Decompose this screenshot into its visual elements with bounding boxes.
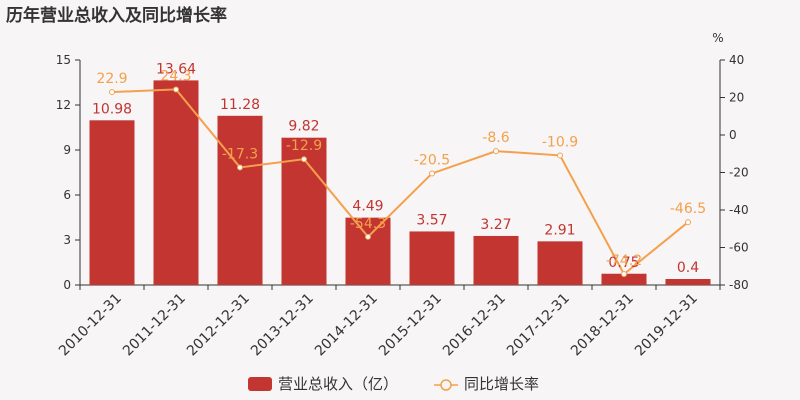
y-right-tick-label: 20 [729, 91, 744, 105]
x-tick-label: 2015-12-31 [376, 291, 445, 360]
y-left-tick-label: 0 [63, 278, 71, 292]
legend-line-marker[interactable] [440, 379, 452, 391]
line-series [109, 86, 691, 278]
x-tick-label: 2016-12-31 [440, 291, 509, 360]
x-tick-label: 2010-12-31 [56, 291, 125, 360]
bar-value-label: 10.98 [92, 101, 132, 117]
line-point [109, 89, 115, 96]
line-point [429, 170, 435, 177]
bar [345, 217, 391, 285]
line-value-label: -54.3 [350, 216, 386, 232]
legend-bar-label[interactable]: 营业总收入（亿） [278, 375, 398, 393]
line-point [237, 164, 243, 171]
data-labels: 10.98 13.64 11.28 9.82 4.49 3.57 3.27 2.91 0.75 0… [92, 61, 706, 276]
y-left-tick-label: 12 [56, 98, 71, 112]
y-right-unit: % [712, 31, 723, 45]
x-tick-label: 2012-12-31 [184, 291, 253, 360]
x-tick-label: 2014-12-31 [312, 291, 381, 360]
bar-value-label: 0.75 [608, 255, 639, 271]
bar-value-label: 0.4 [677, 260, 699, 276]
bar [473, 235, 519, 285]
line-point [557, 152, 563, 159]
bar [89, 120, 135, 285]
y-left-tick-label: 3 [63, 233, 71, 247]
line-point [621, 271, 627, 278]
line-value-label: 24.3 [160, 68, 191, 84]
x-tick-label: 2013-12-31 [248, 291, 317, 360]
line-point [173, 86, 179, 93]
line-point [685, 219, 691, 226]
y-right-tick-label: -60 [729, 241, 749, 255]
bar [601, 273, 647, 285]
bar [665, 279, 711, 285]
bar-series [89, 80, 711, 286]
line-value-label: -46.5 [670, 201, 706, 217]
y-right-tick-label: -20 [729, 166, 749, 180]
bar [281, 137, 327, 285]
chart-title: 历年营业总收入及同比增长率 [6, 5, 227, 26]
line-point [493, 148, 499, 155]
y-right-tick-label: 40 [729, 53, 744, 67]
y-left-tick-label: 9 [63, 143, 71, 157]
line-value-label: -74.2 [606, 253, 642, 269]
y-right-tick-label: 0 [729, 128, 737, 142]
line-value-label: -20.5 [414, 152, 450, 168]
line-value-label: -10.9 [542, 134, 578, 150]
line-value-label: -12.9 [286, 138, 322, 154]
line-point [365, 233, 371, 240]
x-tick-label: 2019-12-31 [632, 291, 701, 360]
line-value-label: 22.9 [96, 71, 127, 87]
legend[interactable]: 营业总收入（亿） 同比增长率 [248, 375, 539, 393]
line-point [301, 156, 307, 163]
y-left-tick-label: 6 [63, 188, 71, 202]
legend-line-label[interactable]: 同比增长率 [464, 375, 539, 393]
x-tick-label: 2011-12-31 [120, 291, 189, 360]
bar-value-label: 13.64 [156, 61, 196, 77]
y-right-tick-label: -80 [729, 278, 749, 292]
bar-value-label: 9.82 [288, 119, 319, 135]
bar-value-label: 4.49 [352, 199, 383, 215]
x-tick-label: 2017-12-31 [504, 291, 573, 360]
x-tick-label: 2018-12-31 [568, 291, 637, 360]
legend-bar-swatch[interactable] [248, 377, 272, 391]
bar-value-label: 11.28 [220, 97, 260, 113]
line-value-label: -8.6 [482, 130, 509, 146]
bar [153, 80, 199, 286]
bar-value-label: 3.57 [416, 212, 447, 228]
growth-line [111, 88, 689, 276]
bar [409, 231, 455, 285]
line-value-label: -17.3 [222, 146, 258, 162]
y-left-tick-label: 15 [56, 53, 71, 67]
bar-value-label: 3.27 [480, 217, 511, 233]
bar [537, 241, 583, 285]
y-right-tick-label: -40 [729, 203, 749, 217]
bar-value-label: 2.91 [544, 222, 575, 238]
bar [217, 115, 263, 285]
